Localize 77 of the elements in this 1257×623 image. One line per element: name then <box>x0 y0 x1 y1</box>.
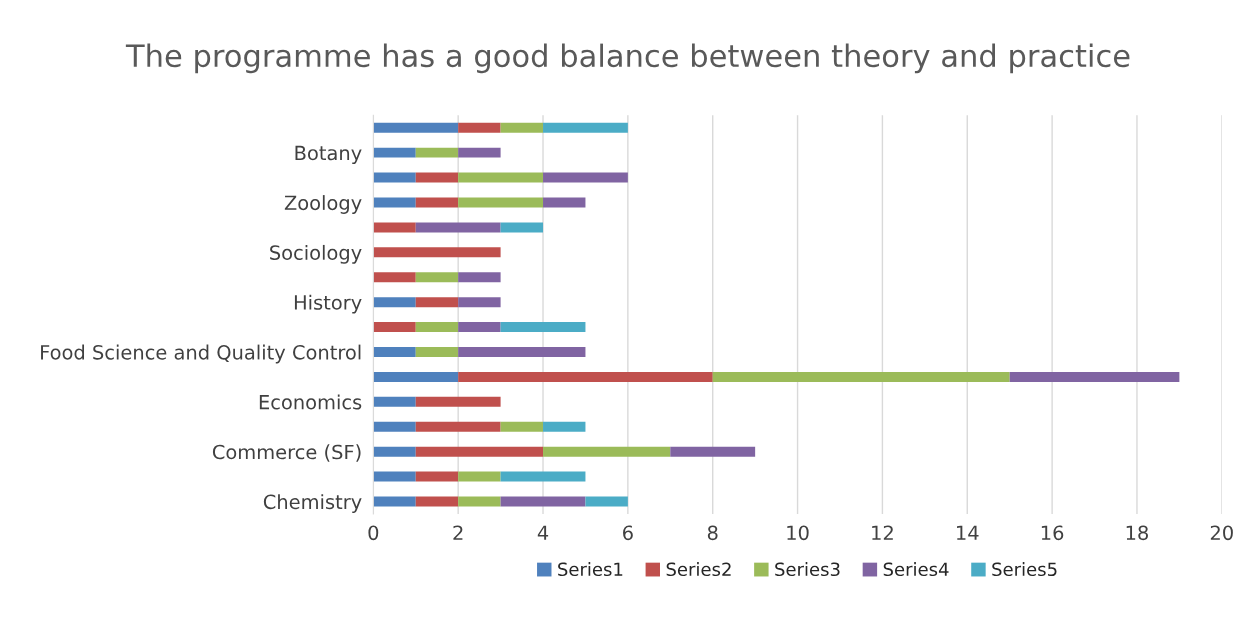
y-tick-label: Commerce (SF) <box>212 444 361 462</box>
bar <box>543 122 628 133</box>
bar <box>415 347 459 357</box>
bar <box>458 322 501 333</box>
bar <box>543 197 586 208</box>
bar <box>415 197 459 208</box>
x-tick-label: 6 <box>623 525 633 541</box>
bar <box>373 122 459 133</box>
bar <box>415 396 501 407</box>
bar <box>458 496 501 507</box>
x-tick-label: 18 <box>1126 525 1148 541</box>
bar <box>458 172 544 183</box>
bar <box>373 347 416 357</box>
bar <box>458 147 501 158</box>
bar <box>458 371 713 382</box>
bar <box>458 347 586 357</box>
bar <box>670 446 756 457</box>
bar <box>415 471 459 482</box>
legend-label: Series1 <box>558 562 623 577</box>
bar <box>543 172 628 183</box>
x-tick-label: 8 <box>707 525 718 541</box>
legend-label: Series2 <box>666 562 731 577</box>
x-tick-label: 10 <box>787 525 809 541</box>
y-tick-label: Sociology <box>270 244 362 264</box>
legend-label: Series5 <box>992 562 1057 577</box>
bar <box>373 471 416 482</box>
bar <box>373 247 501 258</box>
y-tick-label: Economics <box>259 394 362 410</box>
y-tick-label: Chemistry <box>263 494 362 513</box>
y-tick-label: Food Science and Quality Control <box>41 344 361 364</box>
bar <box>373 322 416 333</box>
bar <box>458 197 544 208</box>
bar <box>373 446 416 457</box>
x-tick-label: 0 <box>368 525 379 541</box>
bar <box>415 172 459 183</box>
x-tick-label: 4 <box>537 525 549 540</box>
bar <box>373 272 416 283</box>
bar <box>415 147 459 158</box>
bar <box>373 222 416 233</box>
x-tick-label: 2 <box>453 525 463 540</box>
bar <box>543 446 671 457</box>
bar <box>543 421 586 432</box>
x-tick-label: 16 <box>1041 525 1064 541</box>
bar <box>373 147 416 158</box>
bar <box>500 322 586 333</box>
bar <box>458 471 501 482</box>
x-tick-label: 12 <box>872 525 893 540</box>
bar <box>415 297 459 308</box>
bar <box>415 322 459 333</box>
legend-label: Series3 <box>775 562 840 577</box>
bar <box>500 471 586 482</box>
bar <box>373 172 416 183</box>
bar <box>373 197 416 208</box>
bar <box>1009 371 1180 382</box>
x-tick-label: 20 <box>1210 525 1233 541</box>
bar <box>373 396 416 407</box>
bar <box>415 272 459 283</box>
bar <box>373 421 416 432</box>
y-tick-label: Botany <box>295 145 362 165</box>
legend-label: Series4 <box>883 562 949 577</box>
chart-title: The programme has a good balance between theory and practice <box>125 43 1130 74</box>
bar <box>500 222 544 233</box>
bar <box>458 297 501 308</box>
bar <box>500 122 544 133</box>
bar <box>712 371 1010 382</box>
bar <box>415 446 544 457</box>
bar <box>415 421 501 432</box>
bar <box>585 496 628 507</box>
y-tick-label: Zoology <box>284 195 362 214</box>
bar <box>373 371 459 382</box>
x-tick-label: 14 <box>957 525 979 540</box>
bar <box>373 297 416 308</box>
bar <box>415 222 501 233</box>
y-tick-label: History <box>294 294 362 314</box>
bar <box>458 122 501 133</box>
bar <box>458 272 501 283</box>
bar <box>500 421 544 432</box>
